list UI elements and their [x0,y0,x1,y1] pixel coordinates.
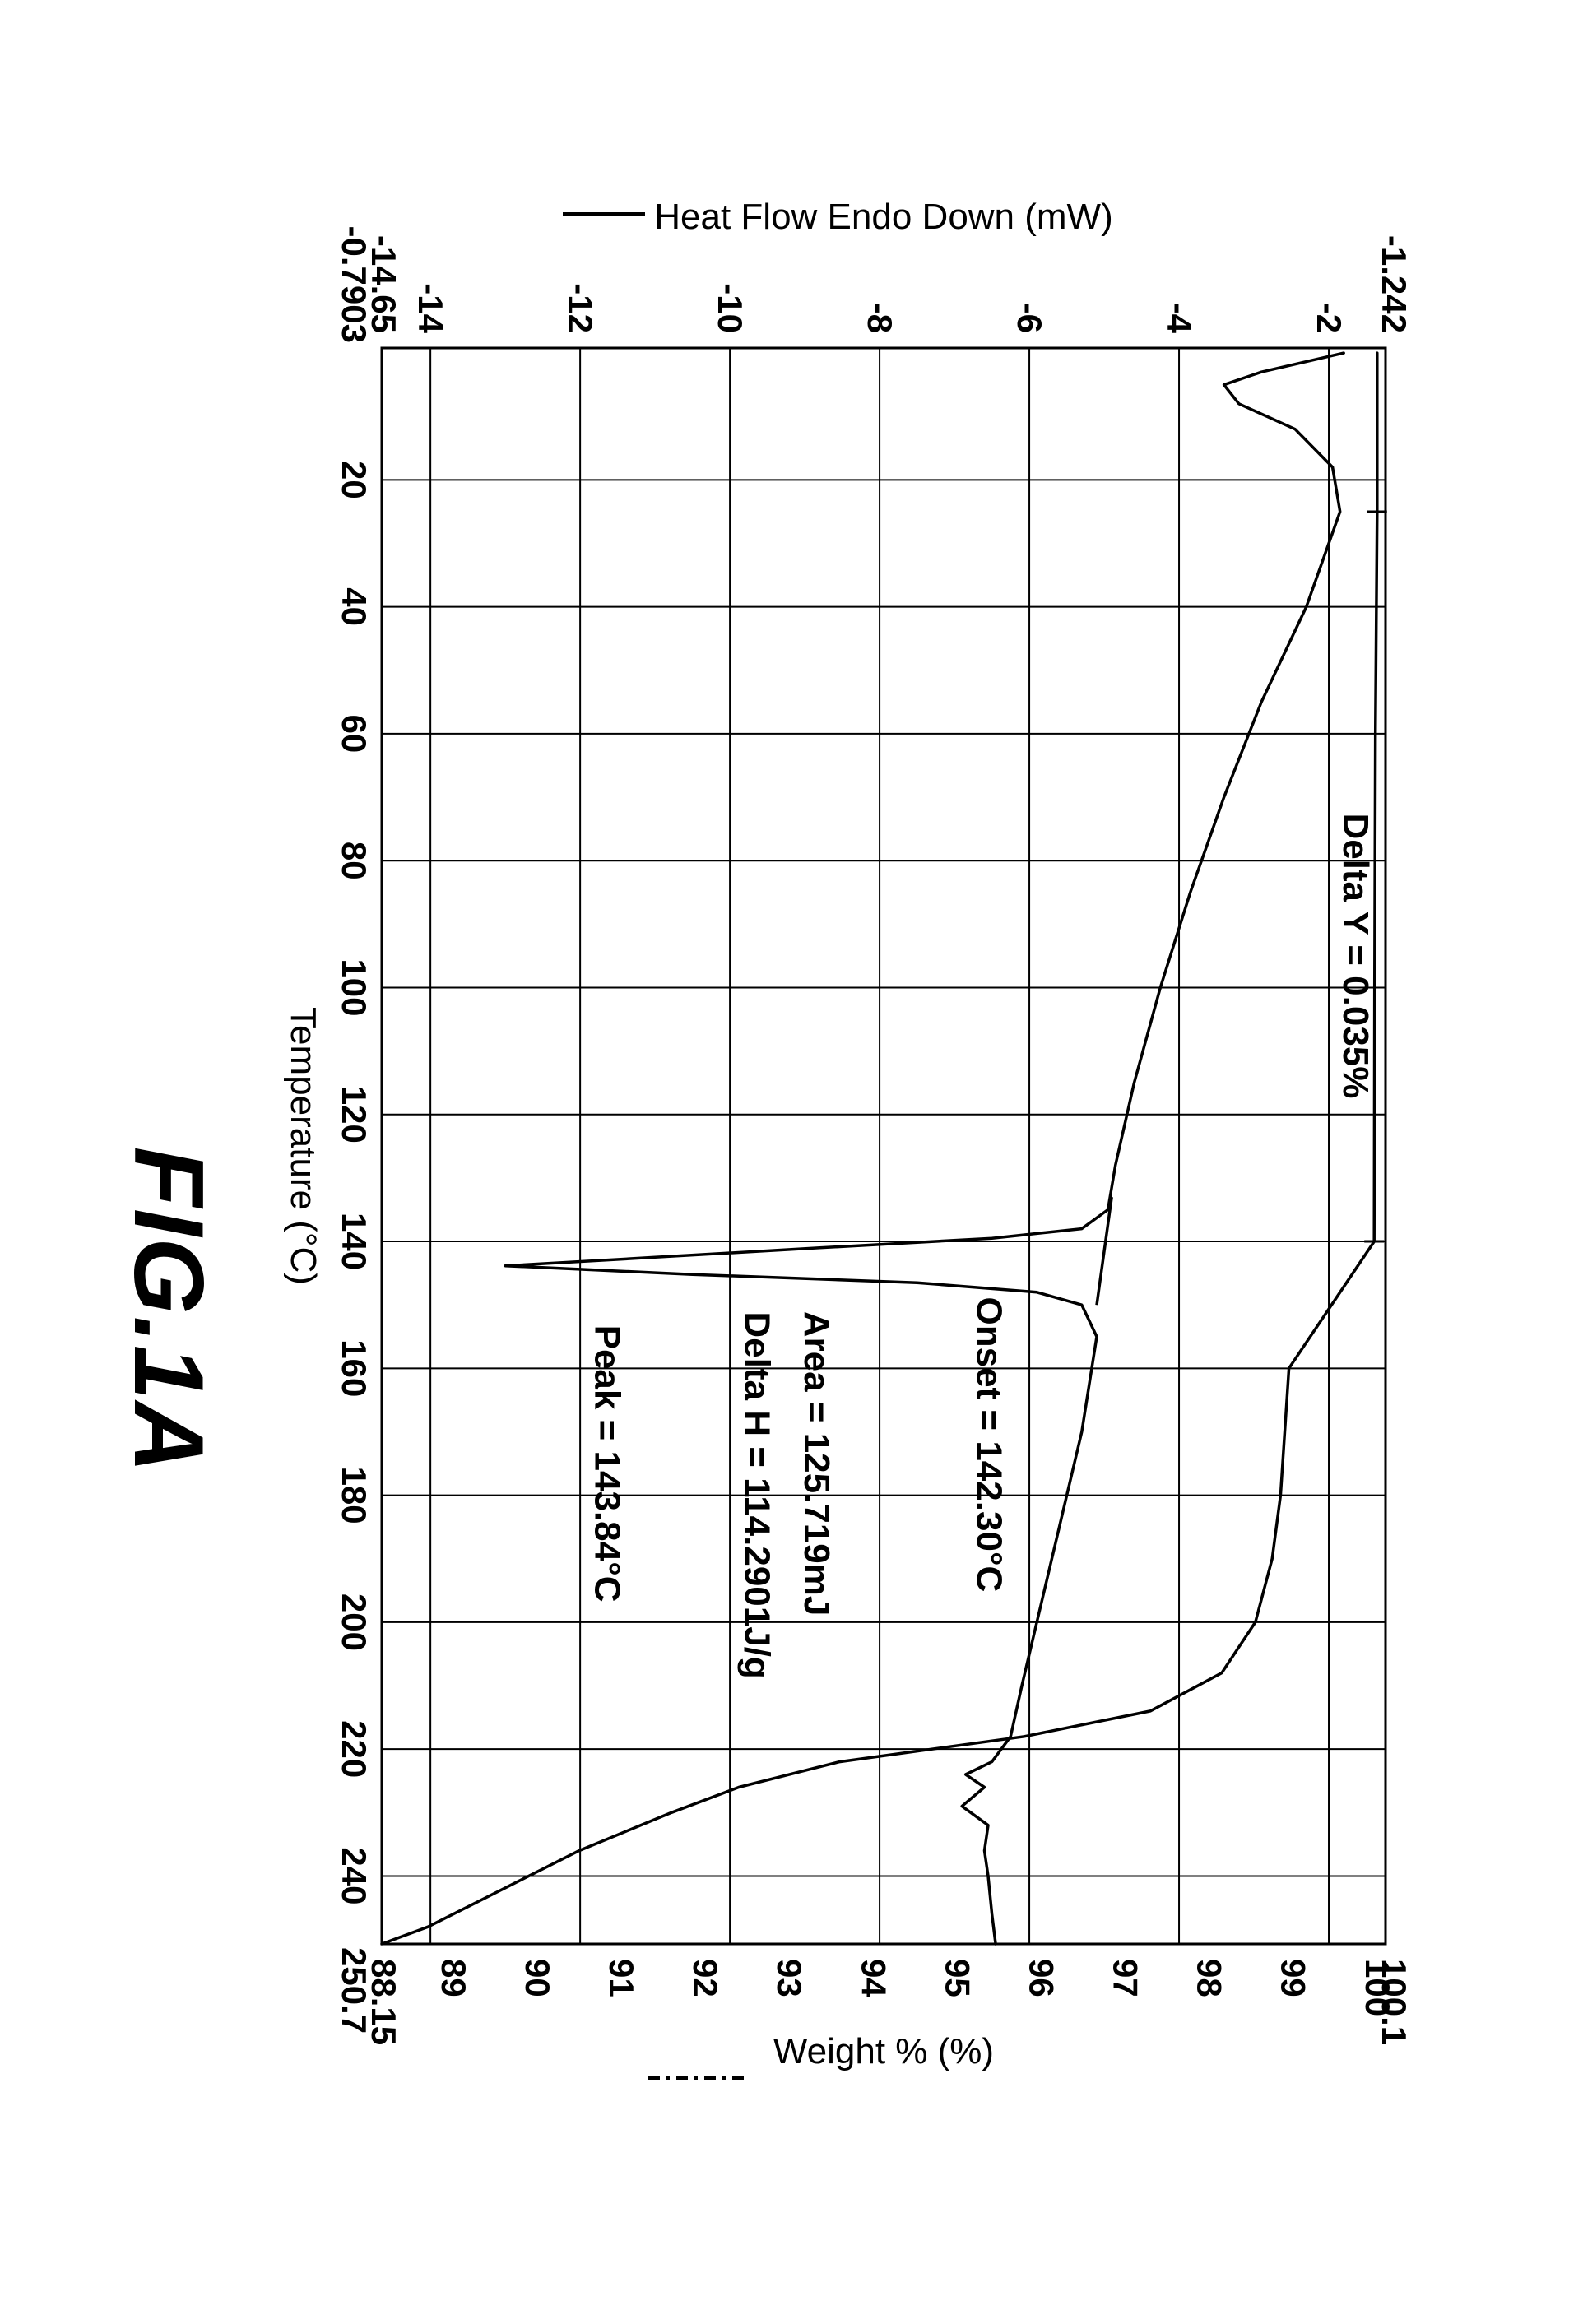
y-right-label: Weight % (%) [773,2031,993,2071]
svg-text:94: 94 [854,1959,893,1997]
figure-caption: FIG.1A [114,1146,224,1474]
svg-text:200: 200 [335,1593,374,1650]
svg-text:-12: -12 [561,283,600,333]
svg-text:-14: -14 [411,283,450,333]
svg-text:-1.242: -1.242 [1375,234,1413,332]
svg-text:120: 120 [335,1085,374,1143]
annotation-peak: Peak = 143.84°C [587,1324,627,1602]
svg-text:20: 20 [335,461,374,499]
svg-text:91: 91 [601,1959,640,1997]
svg-text:240: 240 [335,1847,374,1904]
svg-text:-10: -10 [711,283,750,333]
svg-text:89: 89 [434,1959,472,1997]
annotation-delta-y: Delta Y = 0.035% [1335,813,1375,1098]
svg-text:160: 160 [335,1339,374,1397]
x-axis-label: Temperature (°C) [283,1007,323,1285]
svg-text:-8: -8 [861,302,899,332]
svg-text:97: 97 [1106,1959,1144,1997]
annotation-area: Area = 125.719mJ [796,1310,837,1616]
svg-text:80: 80 [335,841,374,879]
annotation-onset: Onset = 142.30°C [968,1297,1009,1592]
svg-text:-14.65: -14.65 [364,234,403,332]
svg-text:220: 220 [335,1720,374,1778]
svg-text:95: 95 [938,1959,977,1997]
svg-text:140: 140 [335,1213,374,1270]
svg-text:90: 90 [518,1959,556,1997]
svg-text:-6: -6 [1010,302,1049,332]
svg-text:100.1: 100.1 [1375,1959,1413,2045]
svg-text:180: 180 [335,1466,374,1524]
svg-text:88.15: 88.15 [364,1959,403,2045]
svg-text:-4: -4 [1160,302,1199,333]
svg-text:92: 92 [686,1959,725,1997]
svg-text:93: 93 [770,1959,809,1997]
svg-text:99: 99 [1274,1959,1312,1997]
svg-text:100: 100 [335,958,374,1016]
y-left-label: Heat Flow Endo Down (mW) [654,197,1112,237]
svg-text:-2: -2 [1310,302,1349,332]
svg-text:98: 98 [1190,1959,1228,1997]
annotation-delta-h: Delta H = 114.2901J/g [736,1311,777,1678]
svg-text:96: 96 [1022,1959,1061,1997]
svg-text:40: 40 [335,587,374,626]
svg-text:60: 60 [335,714,374,753]
